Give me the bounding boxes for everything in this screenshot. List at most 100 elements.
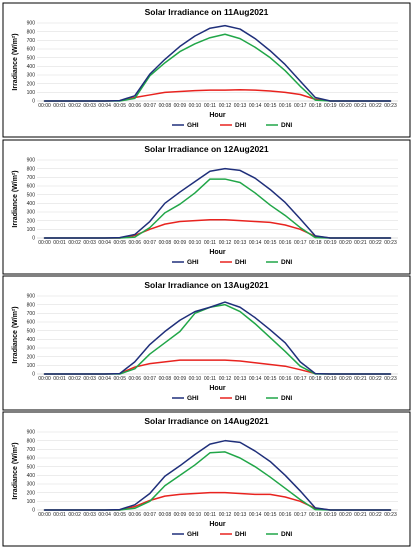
x-tick-label: 00:19 — [324, 376, 337, 382]
x-tick-label: 00:02 — [68, 376, 81, 382]
x-tick-label: 00:23 — [384, 103, 397, 109]
y-tick-label: 300 — [27, 210, 36, 216]
panel-frame — [2, 411, 411, 547]
x-tick-label: 00:08 — [159, 512, 172, 518]
x-tick-label: 00:17 — [294, 512, 307, 518]
chart-title: Solar Irradiance on 12Aug2021 — [144, 144, 269, 154]
x-axis-label: Hour — [209, 521, 226, 528]
y-tick-label: 500 — [27, 192, 36, 198]
x-tick-label: 00:00 — [38, 376, 51, 382]
x-tick-label: 00:05 — [113, 376, 126, 382]
y-tick-label: 0 — [32, 372, 35, 378]
x-tick-label: 00:04 — [98, 512, 111, 518]
x-tick-label: 00:12 — [219, 376, 232, 382]
x-tick-label: 00:23 — [384, 240, 397, 246]
x-tick-label: 00:09 — [174, 512, 187, 518]
legend-label-ghi: GHI — [187, 259, 199, 266]
x-tick-label: 00:03 — [83, 512, 96, 518]
x-tick-label: 00:20 — [339, 240, 352, 246]
x-tick-label: 00:01 — [53, 103, 66, 109]
x-tick-label: 00:10 — [189, 512, 202, 518]
x-tick-label: 00:18 — [309, 103, 322, 109]
x-tick-label: 00:23 — [384, 376, 397, 382]
x-tick-label: 00:00 — [38, 512, 51, 518]
legend-label-dni: DNI — [281, 531, 292, 538]
x-tick-label: 00:01 — [53, 376, 66, 382]
x-tick-label: 00:16 — [279, 240, 292, 246]
y-tick-label: 700 — [27, 311, 36, 317]
x-axis-label: Hour — [209, 385, 226, 392]
x-tick-label: 00:11 — [204, 103, 216, 109]
x-tick-label: 00:15 — [264, 240, 277, 246]
x-tick-label: 00:00 — [38, 240, 51, 246]
x-tick-label: 00:02 — [68, 240, 81, 246]
y-tick-label: 400 — [27, 473, 36, 479]
x-axis-label: Hour — [209, 112, 226, 119]
x-tick-label: 00:10 — [189, 103, 202, 109]
y-tick-label: 300 — [27, 482, 36, 488]
x-tick-label: 00:20 — [339, 103, 352, 109]
x-tick-label: 00:02 — [68, 103, 81, 109]
legend-label-ghi: GHI — [187, 531, 199, 538]
x-tick-label: 00:14 — [249, 512, 262, 518]
y-tick-label: 500 — [27, 55, 36, 61]
x-tick-label: 00:22 — [369, 103, 382, 109]
legend-label-dhi: DHI — [235, 395, 246, 402]
y-tick-label: 700 — [27, 447, 36, 453]
x-tick-label: 00:07 — [144, 376, 157, 382]
x-tick-label: 00:16 — [279, 376, 292, 382]
x-tick-label: 00:19 — [324, 512, 337, 518]
x-tick-label: 00:08 — [159, 376, 172, 382]
y-tick-label: 800 — [27, 438, 36, 444]
x-tick-label: 00:11 — [204, 512, 216, 518]
y-tick-label: 100 — [27, 363, 36, 369]
panel-frame — [2, 275, 411, 411]
x-tick-label: 00:23 — [384, 512, 397, 518]
legend-label-dni: DNI — [281, 395, 292, 402]
y-axis-label: Irradiance (W/m²) — [12, 33, 19, 90]
x-tick-label: 00:05 — [113, 103, 126, 109]
y-tick-label: 600 — [27, 456, 36, 462]
x-tick-label: 00:03 — [83, 103, 96, 109]
y-tick-label: 200 — [27, 354, 36, 360]
x-tick-label: 00:06 — [129, 376, 142, 382]
y-tick-label: 900 — [27, 294, 36, 300]
legend-label-ghi: GHI — [187, 395, 199, 402]
x-tick-label: 00:09 — [174, 376, 187, 382]
y-tick-label: 900 — [27, 21, 36, 27]
x-tick-label: 00:06 — [129, 103, 142, 109]
legend-label-dni: DNI — [281, 122, 292, 129]
x-tick-label: 00:15 — [264, 376, 277, 382]
x-tick-label: 00:06 — [129, 512, 142, 518]
x-tick-label: 00:14 — [249, 376, 262, 382]
y-tick-label: 400 — [27, 337, 36, 343]
x-tick-label: 00:04 — [98, 240, 111, 246]
x-tick-label: 00:15 — [264, 103, 277, 109]
y-tick-label: 0 — [32, 236, 35, 242]
series-line-ghi — [43, 167, 392, 239]
legend-label-dhi: DHI — [235, 122, 246, 129]
x-tick-label: 00:04 — [98, 376, 111, 382]
chart-panel-3: Solar Irradiance on 13Aug2021 0 100 200 300 4… — [2, 275, 411, 411]
x-tick-label: 00:07 — [144, 240, 157, 246]
x-tick-label: 00:09 — [174, 103, 187, 109]
y-tick-label: 200 — [27, 218, 36, 224]
x-tick-label: 00:21 — [354, 376, 367, 382]
x-tick-label: 00:19 — [324, 103, 337, 109]
y-tick-label: 900 — [27, 158, 36, 164]
y-tick-label: 500 — [27, 328, 36, 334]
x-tick-label: 00:05 — [113, 512, 126, 518]
y-tick-label: 400 — [27, 64, 36, 70]
x-tick-label: 00:03 — [83, 376, 96, 382]
x-tick-label: 00:03 — [83, 240, 96, 246]
y-tick-label: 200 — [27, 490, 36, 496]
x-tick-label: 00:12 — [219, 103, 232, 109]
chart-title: Solar Irradiance on 11Aug2021 — [145, 7, 269, 17]
x-tick-label: 00:22 — [369, 240, 382, 246]
x-tick-label: 00:04 — [98, 103, 111, 109]
chart-panel-4: Solar Irradiance on 14Aug2021 0 100 200 300 4… — [2, 411, 411, 547]
x-tick-label: 00:12 — [219, 240, 232, 246]
series-line-ghi — [43, 439, 392, 511]
legend-label-ghi: GHI — [187, 122, 199, 129]
x-tick-label: 00:11 — [204, 240, 216, 246]
